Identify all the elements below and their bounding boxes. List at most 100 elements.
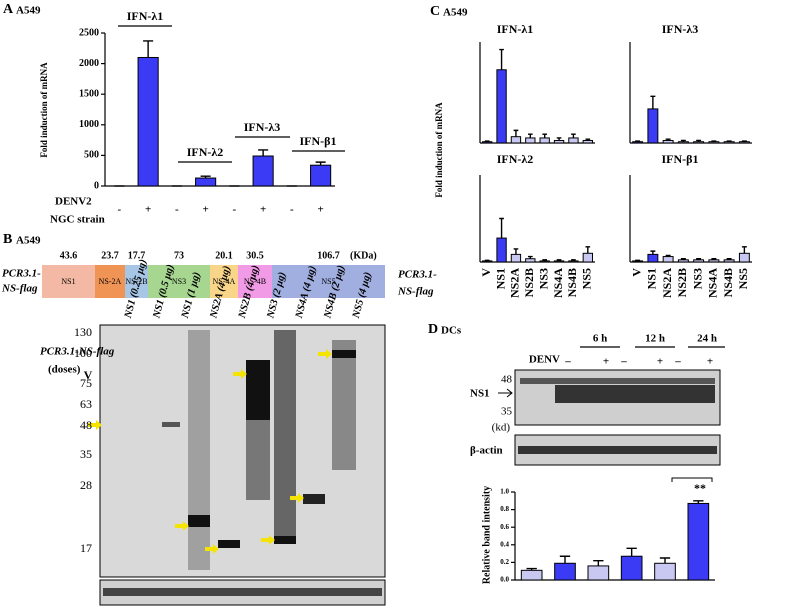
band <box>218 540 240 548</box>
y-tick-label: 0.8 <box>500 505 509 513</box>
band <box>188 515 210 527</box>
x-tick-label: NS3 <box>690 268 704 289</box>
error-bar <box>258 149 269 157</box>
y-tick-label: 0.4 <box>500 540 509 548</box>
error-bar <box>499 48 504 70</box>
bar <box>693 259 705 263</box>
error-bar <box>527 133 533 138</box>
protein-name: NS-2B <box>125 277 147 286</box>
x-tick-label: + <box>145 204 151 216</box>
bar <box>137 56 159 187</box>
blot-images <box>88 324 725 606</box>
bar <box>677 259 689 263</box>
error-bar <box>527 255 533 259</box>
error-bar <box>143 40 154 58</box>
time-label: 6 h <box>593 333 607 345</box>
x-tick-label: NS2B <box>675 268 689 297</box>
marker-label: 48 <box>501 374 513 386</box>
target-label: NS1 <box>470 388 490 400</box>
bar <box>496 69 507 144</box>
bar <box>539 260 550 263</box>
panel-subtitle: A549 <box>16 235 41 247</box>
y-tick-label: 1000 <box>79 119 99 130</box>
marker-label: 35 <box>501 406 513 418</box>
loading-band <box>103 588 382 596</box>
sign-label: + <box>603 356 609 368</box>
error-bar <box>696 258 702 260</box>
error-bar <box>726 140 732 142</box>
x-tick-label: + <box>260 204 266 216</box>
protein-size: 20.1 <box>215 250 233 261</box>
bar <box>520 569 543 581</box>
bar <box>620 555 643 581</box>
bar <box>496 237 507 263</box>
error-bar <box>726 258 732 260</box>
error-bar <box>200 175 211 179</box>
bar <box>708 141 720 144</box>
x-tick-label: - <box>290 204 294 216</box>
band <box>162 422 180 427</box>
error-bar <box>513 248 519 255</box>
band <box>274 536 296 544</box>
x-tick-label: - <box>175 204 179 216</box>
panel-letter: A <box>3 2 14 17</box>
chart-title: IFN-λ1 <box>497 22 534 36</box>
x-tick-label: NS5 <box>580 268 594 289</box>
x-tick-label: NS4A <box>706 268 720 298</box>
arrow <box>290 493 304 503</box>
error-bar <box>626 547 637 557</box>
y-tick-label: 0.6 <box>500 523 509 531</box>
x-tick-label: NS2B <box>522 268 536 297</box>
chart-title: IFN-λ2 <box>497 152 534 166</box>
smear <box>274 330 296 540</box>
error-bar <box>665 138 671 141</box>
bar <box>677 141 689 144</box>
y-tick-label: 500 <box>84 150 99 161</box>
protein-segment <box>95 265 125 298</box>
arrow <box>88 420 102 430</box>
row-label: NS-flag <box>397 286 434 298</box>
bar <box>554 562 576 581</box>
bar <box>654 562 676 581</box>
sign-label: + <box>707 356 713 368</box>
sign-label: + <box>657 356 663 368</box>
protein-name: NS-2A <box>99 277 122 286</box>
y-axis-label: Fold induction of mRNA <box>434 102 444 198</box>
arrows <box>88 349 332 554</box>
protein-size: 106.7 <box>317 250 340 261</box>
protein-segment <box>42 265 95 298</box>
bar <box>510 136 522 144</box>
x-tick-label: NS4B <box>721 268 735 297</box>
x-tick-label: NS5 <box>736 268 750 289</box>
y-tick-label: 1500 <box>79 88 99 99</box>
construct-label: PCR3.1- <box>2 268 41 280</box>
bar <box>693 141 705 144</box>
chart-title: IFN-λ3 <box>662 22 699 36</box>
error-bar <box>571 133 576 138</box>
error-bar <box>315 161 326 166</box>
row-label: NGC strain <box>50 214 105 226</box>
bar <box>482 141 493 144</box>
x-tick-label: NS1 <box>645 268 659 289</box>
protein-name: NS-4A <box>213 277 236 286</box>
marker-label: 35 <box>80 447 92 461</box>
bar <box>723 141 735 144</box>
error-bar <box>513 129 519 137</box>
panel-subtitle: A549 <box>16 5 41 17</box>
arrow <box>318 349 332 359</box>
bar <box>708 259 720 263</box>
y-axis-label: Fold induction of mRNA <box>39 62 49 158</box>
error-bar <box>650 95 656 109</box>
y-tick-label: 0 <box>94 180 99 191</box>
bar <box>647 108 659 144</box>
band <box>332 350 356 358</box>
protein-name: NS5 <box>321 277 335 286</box>
bar <box>662 256 674 263</box>
error-bar <box>711 140 717 142</box>
error-bar <box>499 217 504 239</box>
annotation: IFN-λ2 <box>187 145 224 159</box>
y-tick-label: 0.0 <box>500 576 509 584</box>
bar <box>310 164 332 187</box>
row-label: DENV2 <box>55 196 92 208</box>
